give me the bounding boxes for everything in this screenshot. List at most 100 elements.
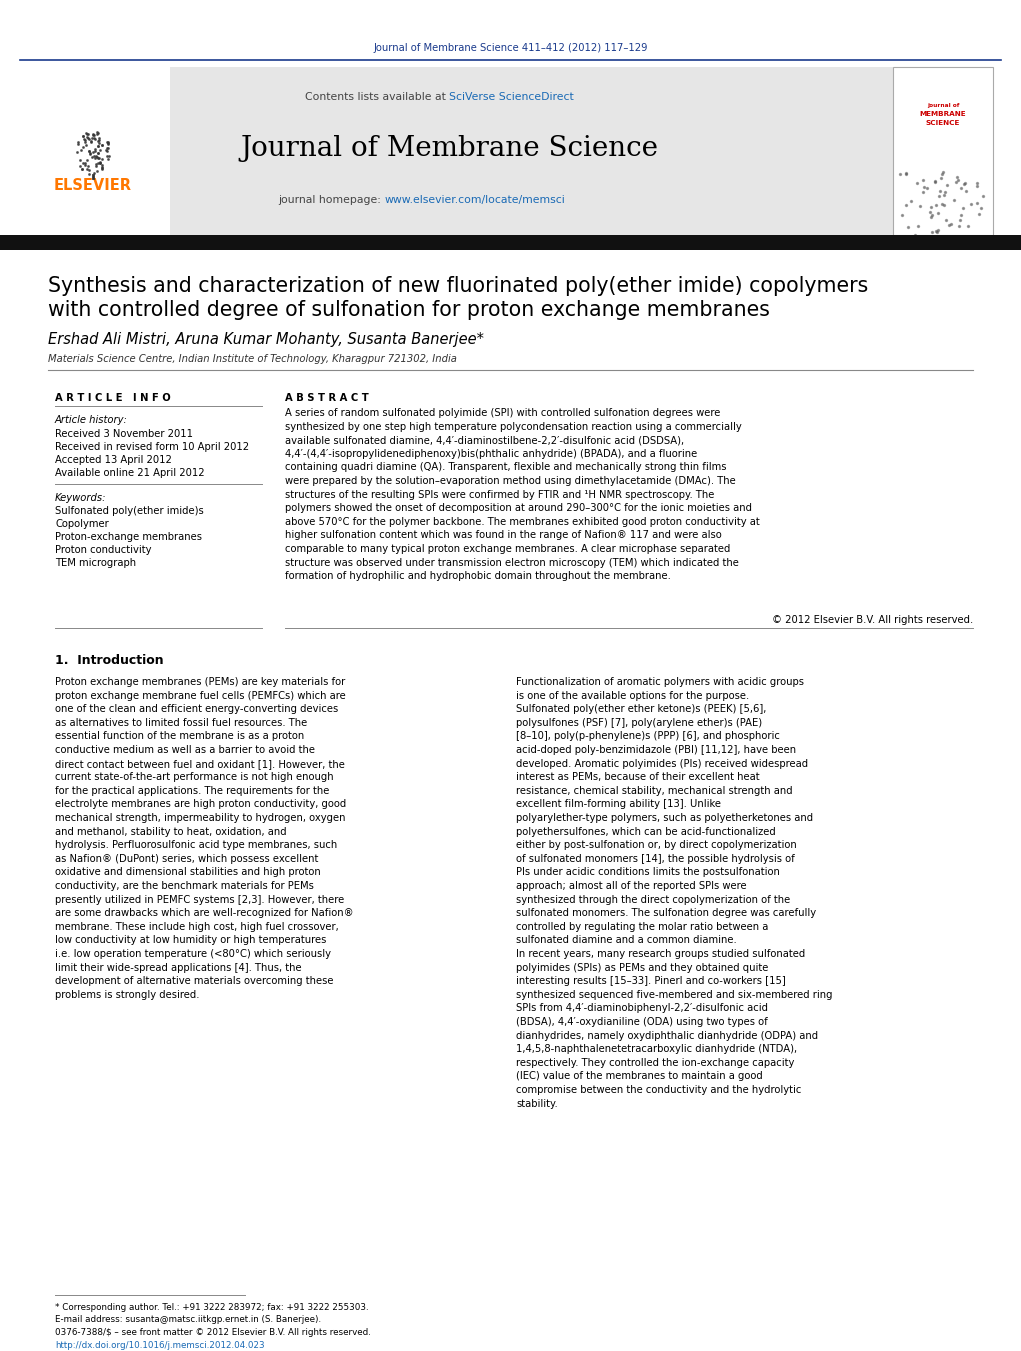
Point (99, 141, 115, 162)
Point (94, 134, 110, 155)
Point (93, 149, 109, 170)
Point (88, 155, 104, 177)
Point (75, 124, 91, 146)
Text: A series of random sulfonated polyimide (SPI) with controlled sulfonation degree: A series of random sulfonated polyimide … (285, 408, 760, 581)
Point (74, 139, 90, 161)
Bar (18, 68, 171, 235)
Point (922, 201, 938, 223)
Point (99, 134, 115, 155)
Point (963, 193, 979, 215)
Text: Functionalization of aromatic polymers with acidic groups
is one of the availabl: Functionalization of aromatic polymers w… (516, 677, 832, 1109)
Point (77, 130, 93, 151)
Point (969, 174, 985, 196)
Point (74, 158, 90, 180)
Point (88, 145, 104, 166)
Point (915, 181, 931, 203)
Point (82, 143, 98, 165)
Point (955, 197, 971, 219)
Point (933, 163, 950, 185)
Point (68, 142, 85, 163)
Point (916, 176, 932, 197)
Point (928, 195, 944, 216)
Point (929, 220, 945, 242)
Text: Materials Science Centre, Indian Institute of Technology, Kharagpur 721302, Indi: Materials Science Centre, Indian Institu… (48, 354, 456, 363)
Point (99, 131, 115, 153)
Text: * Corresponding author. Tel.: +91 3222 283972; fax: +91 3222 255303.: * Corresponding author. Tel.: +91 3222 2… (55, 1302, 369, 1312)
Point (74, 158, 90, 180)
Point (86, 124, 102, 146)
Point (75, 126, 91, 147)
Point (892, 163, 909, 185)
Point (76, 128, 92, 150)
Text: Ershad Ali Mistri, Aruna Kumar Mohanty, Susanta Banerjee*: Ershad Ali Mistri, Aruna Kumar Mohanty, … (48, 332, 484, 347)
Point (72, 155, 89, 177)
Text: SciVerse ScienceDirect: SciVerse ScienceDirect (449, 92, 574, 101)
Point (85, 123, 101, 145)
Point (94, 158, 110, 180)
Point (93, 157, 109, 178)
Point (89, 161, 105, 182)
Point (931, 185, 947, 207)
Point (942, 213, 959, 235)
Point (958, 180, 974, 201)
Point (90, 130, 106, 151)
Point (79, 123, 95, 145)
Point (923, 207, 939, 228)
Text: journal of: journal of (927, 103, 959, 108)
Point (79, 149, 95, 170)
Point (82, 143, 98, 165)
Text: Proton exchange membranes (PEMs) are key materials for
proton exchange membrane : Proton exchange membranes (PEMs) are key… (55, 677, 353, 1000)
Point (78, 134, 94, 155)
Point (91, 151, 107, 173)
Point (92, 151, 108, 173)
Point (90, 153, 106, 174)
Text: http://dx.doi.org/10.1016/j.memsci.2012.04.023: http://dx.doi.org/10.1016/j.memsci.2012.… (55, 1342, 264, 1350)
Point (90, 135, 106, 157)
Text: A R T I C L E   I N F O: A R T I C L E I N F O (55, 393, 171, 403)
Point (101, 146, 117, 168)
Point (91, 147, 107, 169)
Point (945, 189, 962, 211)
Point (89, 123, 105, 145)
Point (940, 215, 957, 236)
Point (90, 147, 106, 169)
Point (928, 220, 944, 242)
Text: E-mail address: susanta@matsc.iitkgp.ernet.in (S. Banerjee).: E-mail address: susanta@matsc.iitkgp.ern… (55, 1315, 322, 1324)
Point (94, 155, 110, 177)
Point (927, 170, 943, 192)
Point (947, 172, 964, 193)
Bar (0, 235, 1021, 250)
Point (89, 122, 105, 143)
Text: Proton conductivity: Proton conductivity (55, 544, 151, 555)
Point (94, 154, 110, 176)
Point (86, 127, 102, 149)
Point (81, 128, 97, 150)
Point (85, 142, 101, 163)
Text: with controlled degree of sulfonation for proton exchange membranes: with controlled degree of sulfonation fo… (48, 300, 770, 320)
Point (71, 150, 88, 172)
Point (897, 162, 914, 184)
Point (85, 124, 101, 146)
Point (898, 162, 915, 184)
Text: Journal of Membrane Science 411–412 (2012) 117–129: Journal of Membrane Science 411–412 (201… (374, 43, 648, 53)
Point (90, 142, 106, 163)
Point (91, 130, 107, 151)
Text: Proton-exchange membranes: Proton-exchange membranes (55, 532, 202, 542)
Text: ELSEVIER: ELSEVIER (54, 178, 132, 193)
Point (927, 170, 943, 192)
Point (90, 123, 106, 145)
Point (81, 139, 97, 161)
Point (894, 204, 911, 226)
Point (93, 135, 109, 157)
Point (78, 154, 94, 176)
Point (953, 209, 969, 231)
Point (960, 216, 976, 238)
Text: MEMBRANE: MEMBRANE (920, 111, 966, 118)
Text: TEM micrograph: TEM micrograph (55, 558, 136, 567)
Point (949, 166, 965, 188)
Point (98, 145, 114, 166)
Point (89, 146, 105, 168)
Point (87, 138, 103, 159)
Point (934, 193, 951, 215)
Point (87, 128, 103, 150)
